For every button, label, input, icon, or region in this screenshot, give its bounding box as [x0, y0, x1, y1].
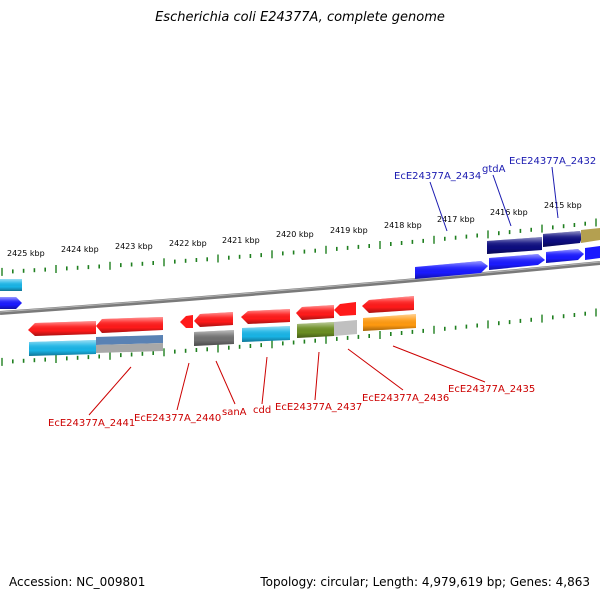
feature-box[interactable]	[96, 343, 163, 353]
leader-line	[551, 166, 559, 219]
gene-label-sanA[interactable]: sanA	[222, 407, 247, 418]
bottom-gene-labels: EcE24377A_2441 EcE24377A_2440 sanA cdd E…	[48, 345, 535, 429]
scale-label-2422: 2422 kbp	[169, 239, 207, 248]
scale-label-2423: 2423 kbp	[115, 242, 153, 251]
gene-label-EcE24377A_2441[interactable]: EcE24377A_2441	[48, 418, 135, 429]
gene-label-EcE24377A_2437[interactable]: EcE24377A_2437	[275, 402, 362, 413]
leader-line	[492, 174, 512, 227]
gene-arrow[interactable]	[581, 228, 600, 243]
feature-box[interactable]	[96, 335, 163, 345]
gene-arrow[interactable]	[180, 315, 193, 328]
accession-text: Accession: NC_009801	[9, 575, 146, 589]
backbone-highlight	[0, 261, 600, 313]
map-title: Escherichia coli E24377A, complete genom…	[155, 10, 445, 25]
leader-line	[88, 366, 132, 416]
gene-label-EcE24377A_2435[interactable]: EcE24377A_2435	[448, 384, 535, 395]
genome-summary-text: Topology: circular; Length: 4,979,619 bp…	[260, 575, 590, 589]
gene-label-EcE24377A_2432[interactable]: EcE24377A_2432	[509, 156, 596, 167]
feature-track-shading	[29, 314, 416, 356]
leader-line	[347, 348, 404, 391]
scale-label-2421: 2421 kbp	[222, 236, 260, 245]
lower-scale-ticks	[1, 308, 597, 366]
genome-backbone	[0, 261, 600, 315]
bottom-strand-shading	[28, 296, 414, 336]
gene-arrow[interactable]	[585, 246, 600, 260]
upper-scale-ticks	[1, 218, 597, 276]
scale-labels: 2425 kbp 2424 kbp 2423 kbp 2422 kbp 2421…	[7, 201, 582, 258]
feature-box[interactable]	[334, 320, 357, 336]
gene-arrow[interactable]	[334, 302, 356, 316]
scale-label-2424: 2424 kbp	[61, 245, 99, 254]
scale-label-2416: 2416 kbp	[490, 208, 528, 217]
leader-line	[215, 360, 236, 405]
leader-line	[429, 181, 448, 232]
top-gene-labels: EcE24377A_2434 gtdA EcE24377A_2432	[394, 156, 596, 232]
scale-label-2415: 2415 kbp	[544, 201, 582, 210]
leader-line	[261, 356, 268, 405]
leader-line	[392, 345, 486, 383]
gene-label-EcE24377A_2440[interactable]: EcE24377A_2440	[134, 413, 221, 424]
leader-line	[314, 351, 320, 401]
scale-label-2425: 2425 kbp	[7, 249, 45, 258]
gene-label-EcE24377A_2436[interactable]: EcE24377A_2436	[362, 393, 449, 404]
gene-label-EcE24377A_2434[interactable]: EcE24377A_2434	[394, 171, 481, 182]
scale-label-2418: 2418 kbp	[384, 221, 422, 230]
gene-label-gtdA[interactable]: gtdA	[482, 164, 506, 175]
scale-label-2417: 2417 kbp	[437, 215, 475, 224]
top-strand-shading	[0, 231, 584, 309]
leader-line	[176, 362, 190, 411]
scale-label-2420: 2420 kbp	[276, 230, 314, 239]
gene-label-cdd[interactable]: cdd	[253, 405, 271, 416]
scale-label-2419: 2419 kbp	[330, 226, 368, 235]
